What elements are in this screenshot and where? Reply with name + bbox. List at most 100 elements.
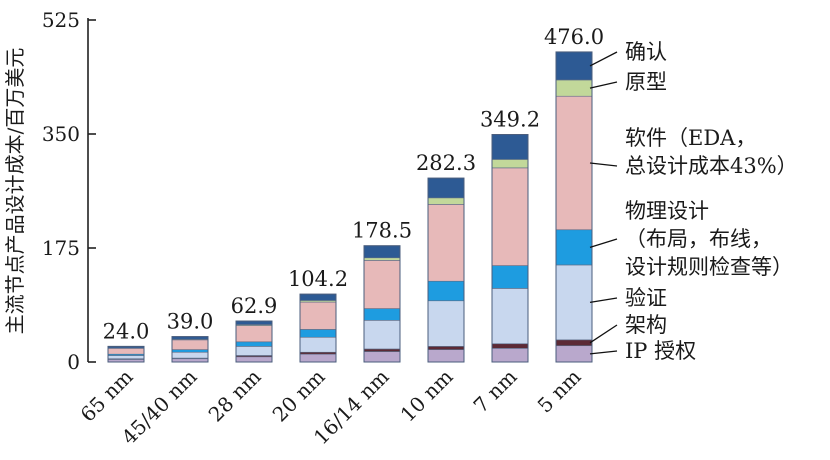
bar-total-label: 104.2: [288, 267, 348, 291]
x-category-label: 20 nm: [268, 365, 330, 427]
bar-segment: [491, 265, 529, 289]
bar-segment: [363, 257, 401, 261]
x-category-label: 10 nm: [396, 365, 458, 427]
legend-entry: 验证: [589, 286, 667, 310]
bar-total-label: 178.5: [352, 219, 412, 243]
bar-segment: [427, 349, 465, 363]
bar-stack-10-nm: [427, 177, 465, 363]
x-category-label: 7 nm: [469, 365, 522, 418]
legend-entry: 原型: [589, 70, 667, 94]
bar-segment: [235, 346, 273, 356]
bar-total-label: 24.0: [103, 319, 150, 343]
bar-total-label: 476.0: [544, 25, 604, 49]
bar-total-label: 39.0: [167, 310, 214, 334]
bar-segment: [363, 320, 401, 350]
bar-segment: [363, 351, 401, 363]
legend-leader-line: [589, 51, 618, 67]
bar-stack-20-nm: [299, 293, 337, 363]
bar-segment: [427, 280, 465, 302]
legend-leader-line: [589, 238, 618, 248]
bar-segment: [427, 204, 465, 282]
bar-segment: [555, 345, 593, 363]
x-category-label: 5 nm: [533, 365, 586, 418]
bar-segment: [299, 353, 337, 363]
bar-segment: [491, 288, 529, 345]
bar-segment: [555, 229, 593, 266]
bar-segment: [555, 51, 593, 81]
bar-stack-45-40-nm: [171, 336, 209, 363]
legend-label: （布局，布线，: [625, 227, 772, 251]
legend-label: IP 授权: [625, 339, 696, 363]
bar-segment: [299, 329, 337, 338]
bar-segment: [171, 339, 209, 350]
bar-segment: [555, 264, 593, 341]
bar-outline: [427, 177, 465, 363]
bar-segment: [363, 308, 401, 321]
legend-label: 原型: [625, 70, 667, 94]
y-tick-label: 350: [42, 122, 80, 146]
legend-entry: 架构: [589, 313, 667, 344]
legend-leader-line: [589, 162, 618, 167]
bar-segment: [427, 197, 465, 205]
legend-label: 确认: [625, 40, 667, 64]
y-axis-label: 主流节点产品设计成本/百万美元: [3, 48, 27, 335]
bar-outline: [299, 293, 337, 363]
bar-segment: [171, 351, 209, 359]
bar-segment: [491, 348, 529, 363]
bar-segment: [491, 167, 529, 266]
legend-label: 验证: [625, 286, 667, 310]
bar-segment: [299, 336, 337, 353]
bar-segment: [555, 79, 593, 97]
bar-segment: [363, 245, 401, 259]
bar-total-label: 282.3: [416, 151, 476, 175]
bar-segment: [299, 301, 337, 330]
bar-segment: [363, 260, 401, 309]
bar-stack-7-nm: [491, 134, 529, 363]
bar-segment: [107, 355, 145, 360]
bar-outline: [491, 134, 529, 363]
bar-segment: [235, 356, 273, 363]
legend-label: 设计规则检查等）: [625, 255, 793, 279]
y-tick-label: 0: [67, 350, 80, 374]
bar-segment: [235, 320, 273, 325]
bar-outline: [107, 345, 145, 363]
bar-segment: [299, 293, 337, 301]
bar-segment: [171, 349, 209, 353]
bar-segment: [427, 177, 465, 199]
bar-segment: [107, 348, 145, 355]
bar-segment: [427, 300, 465, 347]
x-category-label: 28 nm: [204, 365, 266, 427]
legend-label: 总设计成本43%）: [625, 154, 798, 178]
legend-label: 软件（EDA，: [625, 126, 756, 150]
bar-segment: [235, 341, 273, 347]
bar-segment: [555, 339, 593, 347]
bar-total-label: 349.2: [480, 108, 540, 132]
bar-segment: [427, 346, 465, 350]
bar-segment: [555, 95, 593, 231]
bar-outline: [235, 320, 273, 363]
x-category-label: 65 nm: [76, 365, 138, 427]
bar-stack-65-nm: [107, 345, 145, 363]
bar-outline: [363, 245, 401, 363]
legend-leader-line: [589, 297, 618, 304]
bar-stack-28-nm: [235, 320, 273, 363]
bar-segment: [363, 348, 401, 352]
legend-leader-line: [589, 81, 618, 89]
legend-entry: 物理设计 （布局，布线， 设计规则检查等）: [589, 199, 793, 279]
bar-outline: [555, 51, 593, 363]
bar-segment: [491, 134, 529, 160]
legend-label: 物理设计: [625, 199, 709, 223]
legend-entry: 软件（EDA， 总设计成本43%）: [589, 126, 798, 178]
bar-stack-16-14-nm: [363, 245, 401, 363]
legend-entry: IP 授权: [589, 339, 696, 363]
y-tick-label: 525: [42, 8, 80, 32]
legend-entry: 确认: [589, 40, 667, 67]
bar-outline: [171, 336, 209, 363]
bar-total-label: 62.9: [231, 294, 278, 318]
y-tick-label: 175: [42, 236, 80, 260]
bar-stack-5-nm: [555, 51, 593, 363]
bar-segment: [235, 325, 273, 343]
legend-label: 架构: [625, 313, 667, 337]
